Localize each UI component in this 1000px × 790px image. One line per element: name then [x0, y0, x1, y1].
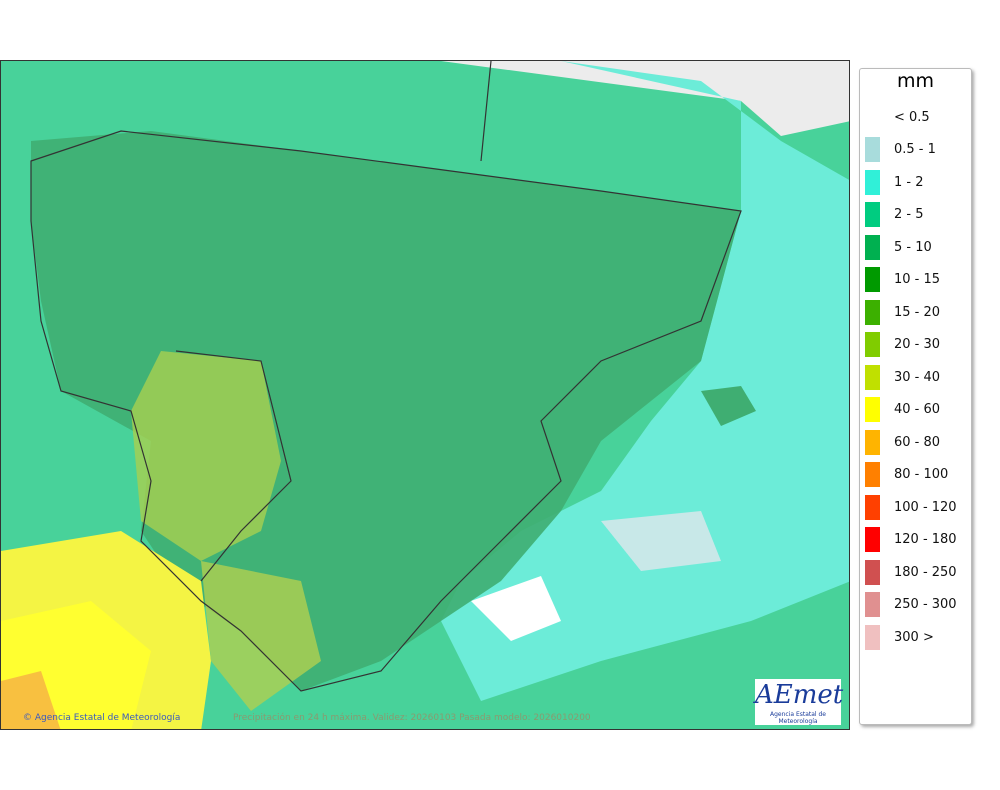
- legend-label: 80 - 100: [894, 467, 949, 483]
- legend-item: 1 - 2: [860, 166, 971, 199]
- legend-label: 300 >: [894, 629, 934, 645]
- legend-label: 10 - 15: [894, 272, 941, 288]
- legend-item: 250 - 300: [860, 589, 971, 622]
- legend-item: 100 - 120: [860, 491, 971, 524]
- legend-label: 30 - 40: [894, 369, 941, 385]
- legend-swatch: [865, 202, 880, 228]
- legend-label: 100 - 120: [894, 499, 957, 515]
- legend-item: 80 - 100: [860, 459, 971, 492]
- map-graphic: [1, 61, 849, 729]
- legend-item: 2 - 5: [860, 199, 971, 232]
- map-caption: Precipitación en 24 h máxima. Validez: 2…: [233, 713, 591, 723]
- legend-item: 300 >: [860, 621, 971, 654]
- legend-swatch: [865, 169, 880, 195]
- legend-title: mm: [896, 70, 935, 92]
- legend-item: 5 - 10: [860, 231, 971, 264]
- legend-swatch: [865, 527, 880, 553]
- legend-swatch: [865, 624, 880, 650]
- legend-label: 0.5 - 1: [894, 142, 936, 158]
- legend-swatch: [865, 104, 880, 130]
- legend-swatch: [865, 299, 880, 325]
- legend-item: 40 - 60: [860, 394, 971, 427]
- legend-item: 30 - 40: [860, 361, 971, 394]
- legend-swatch: [865, 429, 880, 455]
- legend-swatch: [865, 137, 880, 163]
- legend-item: 180 - 250: [860, 556, 971, 589]
- legend-label: 120 - 180: [894, 532, 957, 548]
- precipitation-map[interactable]: © Agencia Estatal de Meteorología Precip…: [0, 60, 850, 730]
- legend-item: 60 - 80: [860, 426, 971, 459]
- legend-label: 40 - 60: [894, 402, 941, 418]
- aemet-logo: AEmet Agencia Estatal de Meteorología: [755, 679, 844, 725]
- legend-swatch: [865, 234, 880, 260]
- legend-label: 2 - 5: [894, 207, 924, 223]
- legend-label: 1 - 2: [894, 174, 924, 190]
- legend-label: 60 - 80: [894, 434, 941, 450]
- legend-label: 20 - 30: [894, 337, 941, 353]
- legend-item: < 0.5: [860, 101, 971, 134]
- legend-item: 10 - 15: [860, 264, 971, 297]
- sea-light-region: [441, 61, 849, 701]
- legend-swatch: [865, 494, 880, 520]
- legend-label: 250 - 300: [894, 597, 957, 613]
- legend-swatch: [865, 592, 880, 618]
- copyright-credit: © Agencia Estatal de Meteorología: [23, 713, 181, 723]
- legend-swatch: [865, 364, 880, 390]
- legend-swatch: [865, 332, 880, 358]
- legend-label: 5 - 10: [894, 239, 932, 255]
- legend-item: 20 - 30: [860, 329, 971, 362]
- legend-item: 15 - 20: [860, 296, 971, 329]
- legend-label: < 0.5: [894, 109, 930, 125]
- legend-item: 0.5 - 1: [860, 134, 971, 167]
- legend-swatch: [865, 267, 880, 293]
- legend-swatch: [865, 462, 880, 488]
- legend: mm < 0.5 0.5 - 1 1 - 2 2 - 5 5 - 10 10 - 15 15…: [859, 68, 972, 725]
- legend-swatch: [865, 397, 880, 423]
- legend-label: 180 - 250: [894, 564, 957, 580]
- legend-item: 120 - 180: [860, 524, 971, 557]
- legend-swatch: [865, 559, 880, 585]
- france-land: [441, 61, 849, 136]
- legend-label: 15 - 20: [894, 304, 941, 320]
